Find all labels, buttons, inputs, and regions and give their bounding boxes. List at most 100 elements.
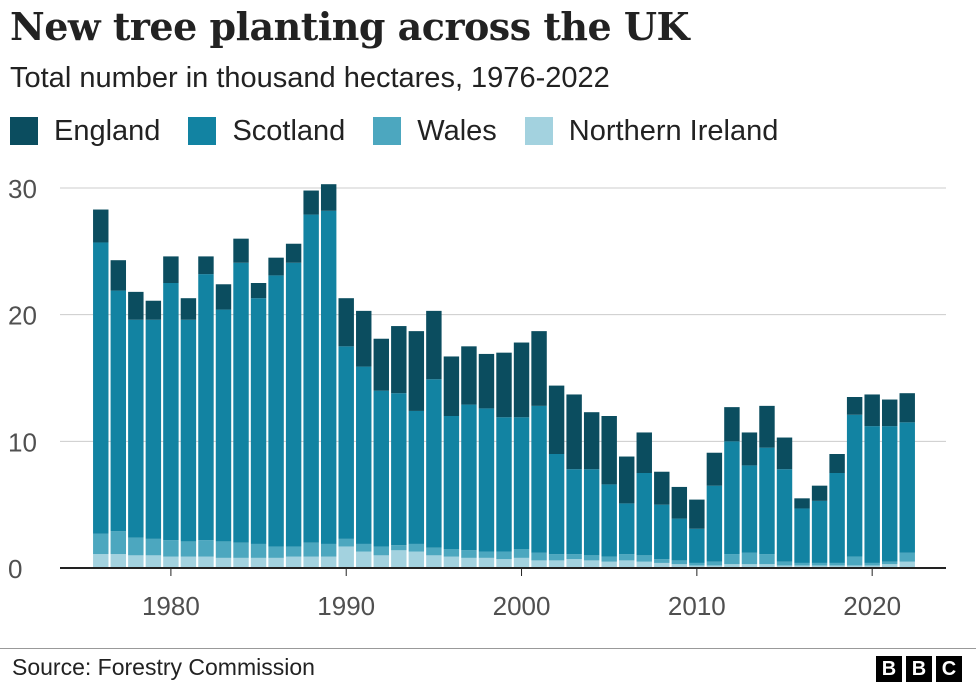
bar-segment <box>548 385 565 454</box>
bar-segment <box>373 555 389 568</box>
bar-segment <box>846 397 863 415</box>
bar-segment <box>496 551 512 560</box>
bar-segment <box>128 291 144 320</box>
bar-segment <box>706 561 723 566</box>
bar-segment <box>268 546 284 558</box>
bar-segment <box>496 559 512 568</box>
bar-segment <box>461 404 477 551</box>
bar-segment <box>338 298 354 347</box>
bar-segment <box>548 454 565 555</box>
bar-segment <box>145 555 162 568</box>
y-tick-label: 30 <box>8 174 37 204</box>
bar-segment <box>391 550 407 568</box>
bar-segment <box>776 469 793 562</box>
bar-segment <box>145 300 162 320</box>
bar-segment <box>724 441 740 555</box>
bar-segment <box>601 416 617 485</box>
bar-segment <box>689 565 705 568</box>
bar-segment <box>619 560 635 568</box>
bar-segment <box>110 290 127 532</box>
bar-segment <box>654 562 670 568</box>
bar-segment <box>268 257 284 276</box>
bar-segment <box>496 417 512 552</box>
bar-segment <box>408 551 425 568</box>
bar-segment <box>846 556 863 566</box>
bar-segment <box>636 432 652 473</box>
bar-segment <box>829 565 845 568</box>
bar-segment <box>671 560 688 565</box>
bar-segment <box>794 562 810 566</box>
bar-segment <box>759 554 775 565</box>
bar-segment <box>426 547 442 556</box>
bar-segment <box>689 528 705 563</box>
bar-segment <box>215 541 232 558</box>
bar-segment <box>829 473 845 563</box>
bar-segment <box>671 564 688 568</box>
bar-segment <box>794 498 810 509</box>
bar-segment <box>163 256 179 283</box>
bars <box>93 184 915 568</box>
bar-segment <box>110 531 127 555</box>
bar-segment <box>285 243 302 263</box>
bar-segment <box>391 545 407 551</box>
bar-segment <box>443 356 460 416</box>
bar-segment <box>233 542 249 558</box>
x-tick-label: 2010 <box>668 591 726 621</box>
bar-segment <box>250 543 267 558</box>
legend-item-northern-ireland: Northern Ireland <box>524 114 779 148</box>
bar-segment <box>320 543 337 557</box>
bar-segment <box>426 310 442 380</box>
bar-segment <box>198 274 214 541</box>
bar-segment <box>583 412 600 470</box>
bar-segment <box>110 260 127 291</box>
bar-segment <box>671 518 688 561</box>
bar-segment <box>198 540 214 557</box>
bar-segment <box>689 499 705 529</box>
bar-segment <box>215 309 232 542</box>
bar-segment <box>320 210 337 544</box>
legend: England Scotland Wales Northern Ireland <box>10 113 806 149</box>
source-note: Source: Forestry Commission <box>12 654 315 680</box>
x-tick-label: 2020 <box>843 591 901 621</box>
bar-segment <box>829 562 845 566</box>
bar-segment <box>671 486 688 519</box>
chart-subtitle: Total number in thousand hectares, 1976-… <box>10 62 610 94</box>
bar-segment <box>408 410 425 544</box>
legend-label-northern-ireland: Northern Ireland <box>568 114 779 147</box>
bar-segment <box>338 346 354 539</box>
bar-segment <box>601 561 617 568</box>
bar-segment <box>391 326 407 394</box>
bar-segment <box>583 469 600 556</box>
bar-segment <box>566 554 582 560</box>
bar-segment <box>215 284 232 310</box>
legend-label-scotland: Scotland <box>232 114 346 147</box>
bar-segment <box>689 562 705 566</box>
bar-segment <box>741 564 758 568</box>
bar-segment <box>601 484 617 557</box>
bar-segment <box>566 469 582 555</box>
bar-segment <box>548 560 565 568</box>
bar-segment <box>93 209 109 243</box>
bar-segment <box>250 557 267 568</box>
bar-segment <box>250 298 267 544</box>
bar-segment <box>478 557 495 568</box>
bar-segment <box>829 454 845 473</box>
bar-segment <box>531 405 547 553</box>
bar-segment <box>706 452 723 486</box>
bar-segment <box>531 560 547 568</box>
bar-segment <box>583 560 600 568</box>
bar-segment <box>198 256 214 275</box>
bar-segment <box>215 557 232 568</box>
bar-segment <box>338 538 354 547</box>
bar-segment <box>408 331 425 411</box>
bar-segment <box>408 543 425 552</box>
bar-segment <box>268 275 284 547</box>
bar-segment <box>373 390 389 547</box>
bar-segment <box>776 561 793 566</box>
bar-segment <box>881 426 898 562</box>
bar-segment <box>356 366 372 544</box>
bar-segment <box>759 447 775 555</box>
bar-segment <box>846 414 863 557</box>
bar-segment <box>233 557 249 568</box>
bbc-logo-letter: B <box>906 656 932 682</box>
